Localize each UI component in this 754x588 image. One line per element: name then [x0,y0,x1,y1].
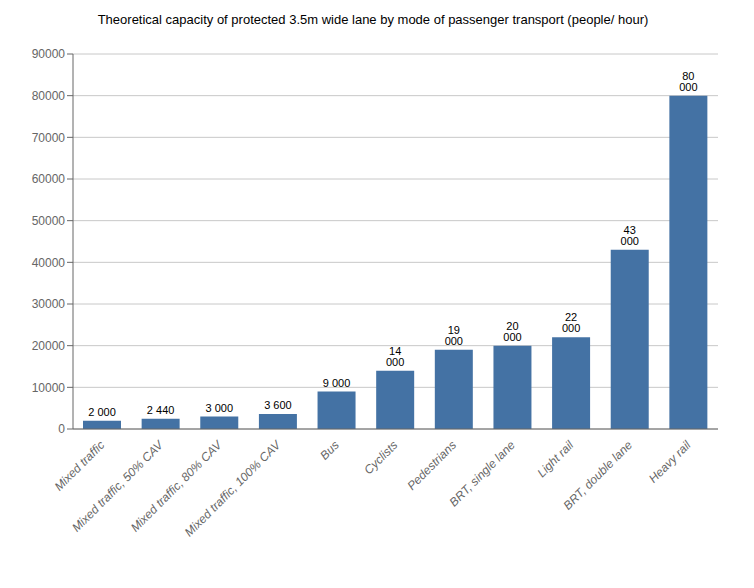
svg-text:Mixed traffic, 80% CAV: Mixed traffic, 80% CAV [127,438,225,535]
svg-text:30000: 30000 [32,297,66,311]
svg-text:43000: 43000 [621,224,639,247]
svg-text:Light rail: Light rail [534,438,576,480]
svg-text:Mixed traffic: Mixed traffic [52,438,108,494]
svg-text:80000: 80000 [32,89,66,103]
svg-text:Mixed traffic, 50% CAV: Mixed traffic, 50% CAV [69,438,166,535]
svg-text:Bus: Bus [317,438,342,463]
svg-text:BRT, double lane: BRT, double lane [560,438,635,513]
svg-text:20000: 20000 [503,320,521,343]
svg-text:3 000: 3 000 [206,402,234,414]
svg-text:Mixed traffic, 100% CAV: Mixed traffic, 100% CAV [182,437,284,539]
html-text:Theoretical capacity of protec: Theoretical capacity of protected 3.5m w… [97,12,649,27]
svg-text:50000: 50000 [32,214,66,228]
svg-text:60000: 60000 [32,172,66,186]
svg-text:BRT, single lane: BRT, single lane [446,438,517,509]
svg-text:0: 0 [58,422,65,436]
svg-text:Pedestrians: Pedestrians [404,438,459,493]
svg-text:80000: 80000 [679,70,697,93]
svg-text:Heavy rail: Heavy rail [646,438,694,486]
svg-text:70000: 70000 [32,131,66,145]
svg-text:20000: 20000 [32,339,66,353]
svg-text:2 000: 2 000 [88,406,116,418]
svg-text:10000: 10000 [32,381,66,395]
svg-text:90000: 90000 [32,47,66,61]
svg-text:3 600: 3 600 [264,399,292,411]
svg-text:9 000: 9 000 [323,377,351,389]
svg-text:22000: 22000 [562,311,580,334]
svg-text:19000: 19000 [445,324,463,347]
svg-text:14000: 14000 [386,345,404,368]
svg-text:2 440: 2 440 [147,404,175,416]
svg-text:Cyclists: Cyclists [361,438,400,477]
svg-text:40000: 40000 [32,256,66,270]
